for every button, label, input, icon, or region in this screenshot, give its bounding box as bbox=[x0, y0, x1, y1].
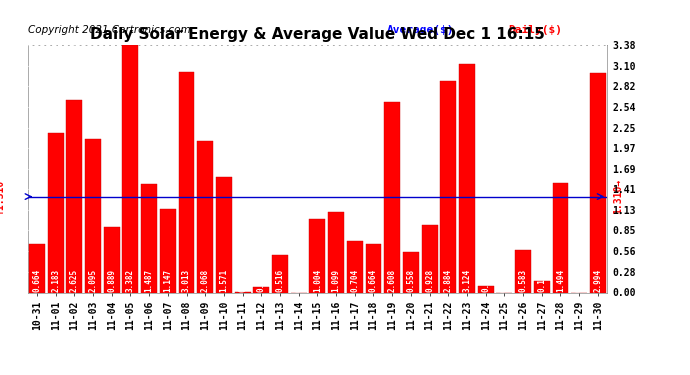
Text: 1.494: 1.494 bbox=[556, 268, 565, 292]
Text: 1.099: 1.099 bbox=[332, 268, 341, 292]
Bar bbox=[422, 225, 437, 292]
Bar bbox=[160, 209, 176, 292]
Bar bbox=[515, 250, 531, 292]
Text: 1.147: 1.147 bbox=[164, 268, 172, 292]
Bar bbox=[534, 280, 550, 292]
Text: 1.487: 1.487 bbox=[145, 268, 154, 292]
Text: 2.608: 2.608 bbox=[388, 268, 397, 292]
Bar bbox=[459, 64, 475, 292]
Text: 1.004: 1.004 bbox=[313, 268, 322, 292]
Bar bbox=[104, 227, 119, 292]
Text: 1.571: 1.571 bbox=[219, 268, 228, 292]
Bar bbox=[179, 72, 195, 292]
Text: 0.664: 0.664 bbox=[369, 268, 378, 292]
Text: 0.000: 0.000 bbox=[500, 268, 509, 292]
Title: Daily Solar Energy & Average Value Wed Dec 1 16:15: Daily Solar Energy & Average Value Wed D… bbox=[90, 27, 545, 42]
Bar bbox=[66, 100, 82, 292]
Bar bbox=[553, 183, 569, 292]
Text: 0.080: 0.080 bbox=[257, 268, 266, 292]
Text: Copyright 2021 Cartronics.com: Copyright 2021 Cartronics.com bbox=[28, 25, 190, 35]
Bar bbox=[590, 73, 606, 292]
Bar bbox=[347, 241, 363, 292]
Text: Daily($): Daily($) bbox=[509, 25, 562, 35]
Text: ↑1.310: ↑1.310 bbox=[0, 179, 4, 214]
Text: 3.013: 3.013 bbox=[182, 268, 191, 292]
Text: 0.092: 0.092 bbox=[481, 268, 490, 292]
Bar bbox=[29, 244, 45, 292]
Text: 2.068: 2.068 bbox=[201, 268, 210, 292]
Text: 0.012: 0.012 bbox=[238, 268, 247, 292]
Bar bbox=[197, 141, 213, 292]
Text: 2.095: 2.095 bbox=[88, 268, 97, 292]
Bar bbox=[141, 184, 157, 292]
Bar bbox=[216, 177, 232, 292]
Text: 0.704: 0.704 bbox=[351, 268, 359, 292]
Text: 0.516: 0.516 bbox=[275, 268, 284, 292]
Bar bbox=[384, 102, 400, 292]
Bar bbox=[123, 45, 139, 292]
Text: 0.000: 0.000 bbox=[575, 268, 584, 292]
Bar bbox=[48, 133, 63, 292]
Bar bbox=[477, 286, 493, 292]
Text: 0.889: 0.889 bbox=[107, 268, 116, 292]
Text: 0.583: 0.583 bbox=[519, 268, 528, 292]
Bar bbox=[85, 139, 101, 292]
Bar bbox=[403, 252, 419, 292]
Text: 3.382: 3.382 bbox=[126, 268, 135, 292]
Bar bbox=[328, 212, 344, 292]
Text: 2.994: 2.994 bbox=[593, 268, 602, 292]
Text: 2.884: 2.884 bbox=[444, 268, 453, 292]
Text: 0.558: 0.558 bbox=[406, 268, 415, 292]
Bar bbox=[253, 286, 269, 292]
Text: 1.310→: 1.310→ bbox=[613, 179, 623, 214]
Text: 3.124: 3.124 bbox=[462, 268, 471, 292]
Text: 0.928: 0.928 bbox=[425, 268, 434, 292]
Text: 0.000: 0.000 bbox=[294, 268, 303, 292]
Text: 0.163: 0.163 bbox=[538, 268, 546, 292]
Text: 2.183: 2.183 bbox=[51, 268, 60, 292]
Text: 0.664: 0.664 bbox=[32, 268, 41, 292]
Bar bbox=[272, 255, 288, 292]
Bar bbox=[309, 219, 326, 292]
Bar bbox=[366, 244, 382, 292]
Bar bbox=[440, 81, 456, 292]
Text: 2.625: 2.625 bbox=[70, 268, 79, 292]
Text: Average($): Average($) bbox=[387, 25, 455, 35]
